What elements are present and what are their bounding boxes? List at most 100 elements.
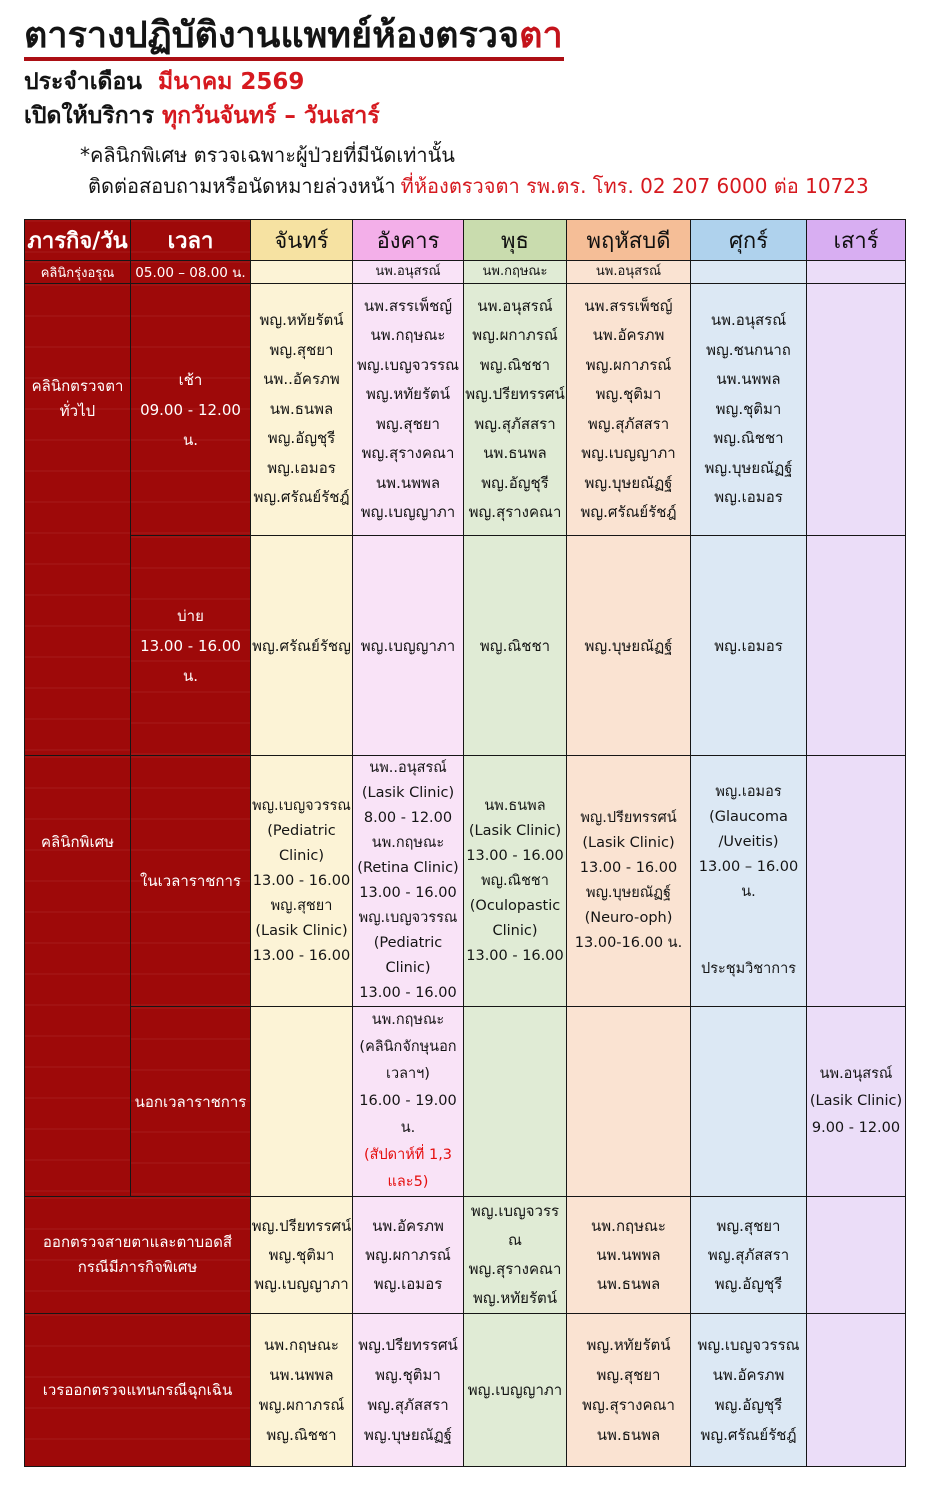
schedule-line: (Lasik Clinic) <box>361 785 455 801</box>
schedule-line: (Lasik Clinic) <box>468 822 562 839</box>
schedule-line: พญ.ปรียทรรศน์ <box>580 810 677 826</box>
schedule-line: พญ.ชุติมา <box>268 1245 335 1264</box>
dawn-activity-label: คลินิกรุ่งอรุณ <box>24 260 131 284</box>
schedule-line: 13.00 - 16.00 น. <box>140 636 241 685</box>
page-title-black: ตารางปฏิบัติงานแพทย์ห้องตรวจ <box>24 15 520 56</box>
schedule-line: นพ.นพพล <box>596 1245 661 1264</box>
row-general-afternoon: บ่าย 13.00 - 16.00 น. พญ.ศรัณย์รัชญ พญ.เบ… <box>25 535 906 756</box>
schedule-line: พญ.สุชยา <box>270 897 333 914</box>
schedule-line: พญ.ปรียทรรศน์ <box>251 1216 352 1235</box>
schedule-line: พญ.ณิชชา <box>481 872 549 889</box>
schedule-line: นพ.ธนพล <box>596 1274 661 1293</box>
schedule-line: พญ.ผกาภรณ์ <box>585 355 672 374</box>
schedule-line: นพ.กฤษณะ <box>371 835 445 851</box>
schedule-line: (คลินิกจักษุนอกเวลาฯ) <box>359 1039 457 1082</box>
cell-dawn-saturday <box>806 260 906 284</box>
schedule-line: 13.00 - 16.00 <box>579 860 678 876</box>
schedule-table: ภารกิจ/วัน เวลา จันทร์ อังคาร พุธ พฤหัสบ… <box>24 219 906 1467</box>
schedule-line: พญ.ผกาภรณ์ <box>472 326 558 344</box>
schedule-line: นพ.ธนพล <box>596 1426 661 1444</box>
dawn-time-label: 05.00 – 08.00 น. <box>130 260 251 284</box>
schedule-line: พญ.สุภัสสรา <box>367 1396 449 1414</box>
schedule-line: พญ.อัญชุรี <box>714 1396 783 1414</box>
page-title: ตารางปฏิบัติงานแพทย์ห้องตรวจตา <box>24 6 563 63</box>
schedule-line: นพ.อนุสรณ์ <box>710 311 787 330</box>
schedule-line: เช้า <box>178 370 203 389</box>
schedule-line: 13.00-16.00 น. <box>574 935 683 951</box>
cell-afternoon-tuesday: พญ.เบญญาภา <box>352 535 464 756</box>
schedule-line: พญ.สุรางคณา <box>582 1396 675 1414</box>
schedule-line: บ่าย <box>177 606 204 625</box>
schedule-line: พญ.หทัยรัตน์ <box>365 385 451 403</box>
schedule-line: พญ.ชุติมา <box>375 1366 441 1384</box>
special-clinic-label-text: คลินิกพิเศษ <box>41 833 114 851</box>
schedule-line: พญ.เบญจวรรณ <box>252 797 351 814</box>
schedule-line: พญ.เอมอร <box>267 458 336 477</box>
afternoon-time-label: บ่าย 13.00 - 16.00 น. <box>130 535 251 756</box>
cell-morning-thursday: นพ.สรรเพ็ชญ์ นพ.อัครภพ พญ.ผกาภรณ์ พญ.ชุติมา… <box>566 283 691 536</box>
service-line: เปิดให้บริการ ทุกวันจันทร์ – วันเสาร์ <box>24 98 380 134</box>
cell-afternoon-wednesday: พญ.ณิชชา <box>463 535 567 756</box>
schedule-line: พญ.ศรัณย์รัชฎ์ <box>253 488 350 507</box>
page-title-red: ตา <box>519 15 563 56</box>
schedule-line: พญ.ณิชชา <box>266 1426 337 1444</box>
schedule-line: (Retina Clinic) <box>357 860 459 876</box>
schedule-line: พญ.ชนกนาถ <box>706 340 791 359</box>
schedule-line: พญ.อัญชุรี <box>714 1274 783 1293</box>
schedule-line: พญ.สุรางคณา <box>361 444 455 462</box>
schedule-line: พญ.เอมอร <box>715 784 782 800</box>
inhours-time-label: ในเวลาราชการ <box>130 755 251 1007</box>
schedule-line: 16.00 - 19.00 น. <box>359 1093 457 1136</box>
schedule-line: (Lasik Clinic) <box>809 1093 903 1109</box>
schedule-line: พญ.บุษยณัฏฐ์ <box>364 1426 452 1444</box>
schedule-line: นพ.นพพล <box>375 473 441 492</box>
schedule-line: พญ.ศรัณย์รัชฎ์ <box>580 503 677 521</box>
schedule-line: พญ.สุชยา <box>716 1216 781 1235</box>
schedule-line: 13.00 - 16.00 <box>359 885 457 901</box>
row-vision-screening: ออกตรวจสายตาและตาบอดสี กรณีมีภารกิจพิเศษ … <box>24 1196 906 1314</box>
cell-afterhours-monday <box>250 1006 353 1197</box>
header-row: ภารกิจ/วัน เวลา จันทร์ อังคาร พุธ พฤหัสบ… <box>24 219 906 261</box>
note-contact-red: ที่ห้องตรวจตา รพ.ตร. โทร. 02 207 6000 ต่… <box>400 174 869 198</box>
cell-morning-wednesday: นพ.อนุสรณ์ พญ.ผกาภรณ์ พญ.ณิชชา พญ.ปรียทรรศน… <box>463 283 567 536</box>
schedule-line: (Neuro-oph) <box>584 910 673 926</box>
schedule-line: นพ.กฤษณะ <box>591 1216 666 1235</box>
schedule-line: พญ.เอมอร <box>714 636 783 655</box>
schedule-line: พญ.อัญชุรี <box>267 429 336 448</box>
header-wednesday: พุธ <box>463 219 567 261</box>
schedule-line: พญ.เบญจวรรณ <box>356 355 460 374</box>
schedule-line: พญ.ศรัณย์รัชญ <box>252 636 351 655</box>
schedule-line: นพ.ธนพล <box>483 444 547 462</box>
header-monday: จันทร์ <box>250 219 353 261</box>
schedule-line: พญ.ณิชชา <box>713 429 784 448</box>
schedule-line: นพ.อนุสรณ์ <box>477 296 553 315</box>
schedule-line: นพ.ธนพล <box>484 797 546 814</box>
schedule-line: ทั่วไป <box>59 402 96 420</box>
schedule-line: นพ.กฤษณะ <box>264 1336 339 1354</box>
schedule-line: พญ.เบญจวรรณ <box>358 910 458 926</box>
month-label: ประจำเดือน <box>24 69 143 95</box>
schedule-line: (Lasik Clinic) <box>582 835 675 851</box>
special-clinic-label: คลินิกพิเศษ <box>24 755 131 1197</box>
schedule-line: 09.00 - 12.00 น. <box>140 400 241 449</box>
cell-afternoon-monday: พญ.ศรัณย์รัชญ <box>250 535 353 756</box>
cell-morning-monday: พญ.หทัยรัตน์ พญ.สุชยา นพ..อัครภพ นพ.ธนพล พญ.… <box>250 283 353 536</box>
cell-special-tuesday: นพ..อนุสรณ์ (Lasik Clinic) 8.00 - 12.00 นพ.… <box>352 755 464 1007</box>
cell-morning-saturday <box>806 283 906 536</box>
schedule-line: พญ.เบญญาภา <box>581 444 676 462</box>
schedule-line: นพ.อนุสรณ์ <box>595 264 662 279</box>
schedule-line: พญ.บุษยณัฏฐ์ <box>584 473 673 492</box>
cell-emergency-wednesday: พญ.เบญญาภา <box>463 1313 567 1467</box>
schedule-line: นพ.อัครภพ <box>372 1216 444 1235</box>
schedule-line: พญ.เบญญาภา <box>254 1274 349 1293</box>
header-activity: ภารกิจ/วัน <box>24 219 131 261</box>
cell-special-thursday: พญ.ปรียทรรศน์ (Lasik Clinic) 13.00 - 16.00… <box>566 755 691 1007</box>
cell-emergency-friday: พญ.เบญจวรรณ นพ.อัครภพ พญ.อัญชุรี พญ.ศรัณย์ร… <box>690 1313 807 1467</box>
schedule-line: พญ.เบญญาภา <box>360 636 456 655</box>
schedule-line: นพ..อัครภพ <box>263 370 340 389</box>
schedule-line: 13.00 - 16.00 <box>359 985 457 1001</box>
schedule-line: พญ.เบญญาภา <box>360 503 456 521</box>
header-friday: ศุกร์ <box>690 219 807 261</box>
schedule-line: พญ.ศรัณย์รัชฎ์ <box>700 1426 797 1444</box>
emergency-duty-label: เวรออกตรวจแทนกรณีฉุกเฉิน <box>24 1313 251 1467</box>
